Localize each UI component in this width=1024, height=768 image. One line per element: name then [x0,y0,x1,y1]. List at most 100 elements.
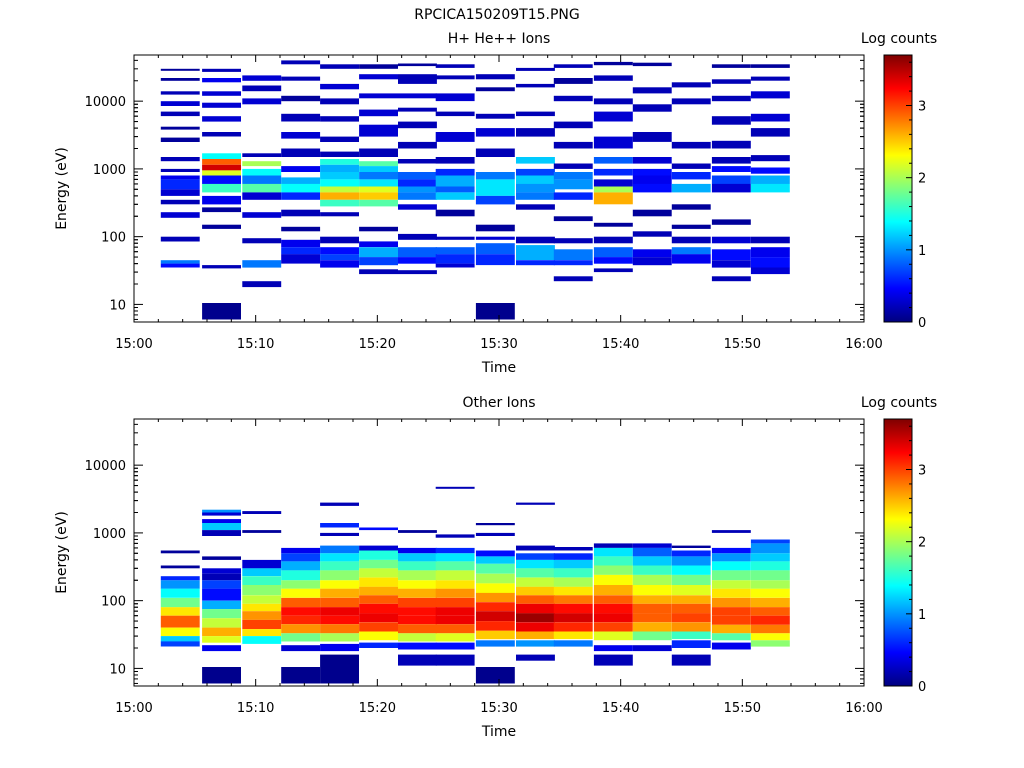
heatmap-cell [202,556,241,560]
heatmap-cell [593,565,633,575]
heatmap-cell [593,268,633,273]
heatmap-cell [398,588,437,598]
heatmap-cell [750,561,790,571]
heatmap-cell [671,574,711,585]
heatmap-cell [359,124,398,137]
heatmap-cell [593,631,633,641]
heatmap-cell [320,172,359,180]
heatmap-cell [160,101,200,106]
heatmap-cell [553,260,593,266]
heatmap-cell [398,141,437,149]
heatmap-cell [632,257,672,266]
heatmap-cell [320,151,359,157]
heatmap-cell [711,140,751,149]
heatmap-cell [750,175,790,184]
heatmap-cell [750,553,790,562]
heatmap-cell [553,141,593,149]
heatmap-cell [435,588,475,598]
heatmap-cell [435,186,475,193]
heatmap-cell [320,247,359,255]
heatmap-cell [475,186,515,196]
heatmap-cell [671,224,711,229]
x-tick-label: 15:40 [602,337,639,352]
heatmap-cell [160,580,200,589]
heatmap-cell [632,132,672,142]
y-tick-label: 10000 [85,95,126,110]
heatmap-cell [398,633,437,642]
heatmap-cell [553,568,593,578]
heatmap-cells [160,486,790,684]
colorbar-label: Log counts [861,395,937,411]
heatmap-cell [475,303,515,320]
heatmap-cell [320,624,359,634]
heatmap-cell [359,166,398,172]
heatmap-cell [320,212,359,217]
heatmap-cell [281,192,321,200]
heatmap-cell [750,615,790,625]
heatmap-cell [671,640,711,648]
heatmap-cell [242,619,282,630]
heatmap-cell [398,607,437,616]
heatmap-cell [242,568,282,577]
heatmap-cell [711,580,751,589]
heatmap-cell [632,585,672,596]
heatmap-cell [711,236,751,244]
heatmap-cell [281,615,321,625]
heatmap-cell [516,192,555,200]
heatmap-cell [398,233,437,240]
heatmap-cell [398,597,437,608]
heatmap-cell [320,545,359,554]
heatmap-cell [593,603,633,614]
x-tick-label: 16:00 [845,701,882,716]
colorbar-tick-label: 2 [918,172,926,187]
heatmap-cell [320,580,359,589]
heatmap-cell [202,512,241,516]
heatmap-cell [398,642,437,650]
heatmap-cell [475,563,515,574]
heatmap-cell [516,603,555,614]
heatmap-cell [320,192,359,200]
heatmap-cell [671,141,711,149]
heatmap-cell [671,98,711,105]
heatmap-cell [242,212,282,218]
heatmap-cell [632,565,672,575]
heatmap-cell [671,204,711,210]
heatmap-cell [553,603,593,614]
heatmap-cell [202,588,241,601]
heatmap-cell [516,613,555,623]
heatmap-cell [320,164,359,172]
heatmap-cell [281,148,321,157]
heatmap-cell [320,98,359,105]
heatmap-cell [281,633,321,642]
heatmap-cell [359,631,398,641]
heatmap-cell [281,597,321,608]
heatmap-cell [202,580,241,589]
x-axis-label: Time [481,724,516,740]
heatmap-cell [475,243,515,255]
heatmap-cell [242,636,282,644]
heatmap-cell [242,153,282,157]
heatmap-cell [553,276,593,282]
heatmap-cell [632,249,672,257]
y-tick-label: 100 [101,595,126,610]
heatmap-cell [320,643,359,652]
heatmap-cell [671,254,711,264]
x-tick-label: 15:30 [480,701,517,716]
heatmap-cell [160,260,200,264]
heatmap-cell [359,161,398,167]
heatmap-cell [593,61,633,66]
heatmap-cell [435,192,475,200]
heatmap-cell [242,511,282,514]
heatmap-cell [435,580,475,589]
heatmap-cell [160,615,200,628]
heatmap-cell [398,74,437,84]
heatmap-cell [632,104,672,112]
heatmap-cell [750,588,790,598]
colorbar-tick-label: 1 [918,608,926,623]
heatmap-cell [711,79,751,84]
heatmap-cell [475,224,515,232]
x-tick-label: 15:50 [724,701,761,716]
heatmap-cell [671,247,711,255]
heatmap-cell [359,568,398,578]
heatmap-cell [593,613,633,623]
